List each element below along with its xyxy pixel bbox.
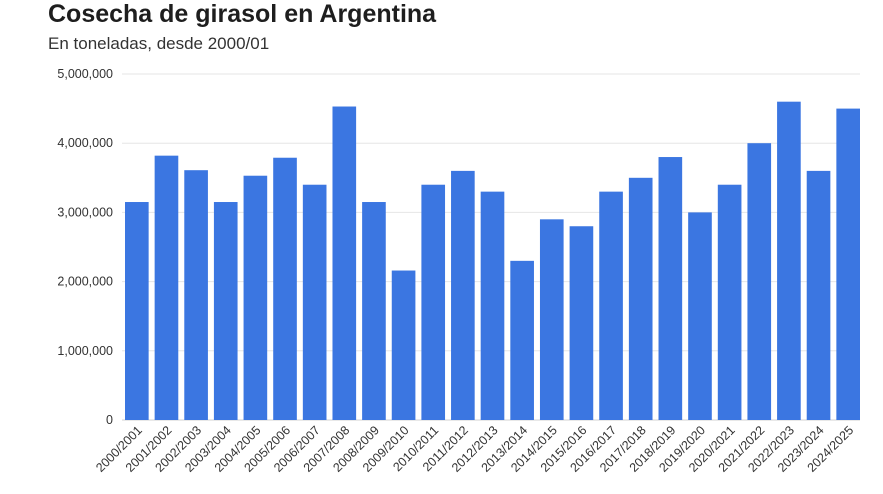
bar <box>362 202 386 420</box>
bar <box>688 212 712 420</box>
y-axis-ticks: 0 1,000,000 2,000,000 3,000,000 4,000,000 5,0… <box>57 67 113 427</box>
bar <box>539 219 564 420</box>
bar <box>480 191 505 420</box>
bar <box>184 170 208 420</box>
y-tick-label: 3,000,000 <box>57 205 113 219</box>
bar <box>243 175 268 420</box>
bar <box>391 270 416 420</box>
bar <box>273 157 297 421</box>
chart-title: Cosecha de girasol en Argentina <box>48 0 437 28</box>
y-tick-label: 4,000,000 <box>57 136 113 150</box>
bar <box>747 143 772 420</box>
bar <box>569 226 594 420</box>
y-tick-label: 2,000,000 <box>57 275 113 289</box>
bar <box>717 184 742 420</box>
y-tick-label: 5,000,000 <box>57 67 113 81</box>
bar <box>806 170 831 420</box>
x-axis-ticks: 2000/20012001/20022002/20032003/20042004… <box>93 423 856 475</box>
bars <box>125 101 860 421</box>
y-tick-label: 1,000,000 <box>57 344 113 358</box>
bar <box>154 155 179 420</box>
bar <box>599 191 623 420</box>
bar <box>777 101 801 421</box>
bar <box>125 202 149 420</box>
y-tick-label: 0 <box>106 413 113 427</box>
bar <box>451 170 475 420</box>
bar <box>302 184 327 420</box>
bar <box>510 260 534 420</box>
bar <box>332 106 357 421</box>
bar <box>421 184 446 420</box>
bar <box>628 177 653 420</box>
bar <box>658 157 683 421</box>
bar <box>836 108 860 420</box>
chart-subtitle: En toneladas, desde 2000/01 <box>48 34 270 53</box>
bar <box>213 202 238 420</box>
